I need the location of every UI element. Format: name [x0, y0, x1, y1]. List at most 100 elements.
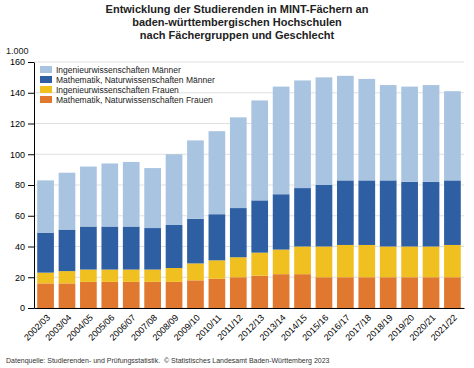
bars	[37, 76, 461, 308]
bar-segment	[230, 277, 247, 308]
bar-segment	[37, 180, 54, 232]
bar-segment	[251, 100, 268, 200]
bar-segment	[123, 227, 140, 270]
bar-segment	[123, 270, 140, 282]
tick-mark	[28, 277, 34, 278]
bar-segment	[166, 282, 183, 308]
bar-series	[37, 245, 461, 283]
y-tick: 40	[15, 242, 34, 252]
bar-segment	[444, 180, 461, 245]
bar-segment	[273, 87, 290, 195]
bar-segment	[209, 131, 226, 214]
bar-segment	[401, 247, 418, 278]
bar-segment	[187, 280, 204, 308]
tick-mark	[28, 154, 34, 155]
bar-segment	[294, 274, 311, 308]
bar-segment	[251, 200, 268, 252]
bar-segment	[80, 270, 97, 282]
legend-swatch	[40, 76, 52, 83]
grid-line	[34, 215, 464, 216]
bar-segment	[144, 282, 161, 308]
bar-segment	[166, 225, 183, 268]
bar-segment	[294, 80, 311, 188]
bar-segment	[337, 76, 354, 181]
y-tick-label: 60	[15, 211, 25, 221]
bar-segment	[316, 247, 333, 278]
grid	[34, 62, 464, 308]
tick-mark	[28, 185, 34, 186]
bar-segment	[294, 247, 311, 275]
tick-mark	[28, 62, 34, 63]
tick-mark	[28, 216, 34, 217]
bar-series	[37, 180, 461, 272]
bar-segment	[358, 79, 375, 180]
legend: Ingenieurwissenschaften Männer Mathematik…	[40, 65, 215, 105]
grid-line	[34, 277, 464, 278]
bar-segment	[80, 227, 97, 270]
bar-segment	[230, 117, 247, 208]
bar-segment	[423, 247, 440, 278]
bar-segment	[209, 279, 226, 308]
bar-segment	[166, 154, 183, 225]
bar-segment	[380, 247, 397, 278]
axis-line	[34, 63, 35, 309]
bar-segment	[401, 277, 418, 308]
bar-segment	[444, 245, 461, 277]
tick-mark	[28, 93, 34, 94]
y-tick: 20	[15, 273, 34, 283]
bar-series	[37, 274, 461, 308]
x-axis: 2002/032003/042004/052005/062006/072007/…	[22, 309, 464, 343]
bar-segment	[144, 270, 161, 282]
bar-series	[37, 76, 461, 233]
tick-mark	[28, 124, 34, 125]
bar-segment	[316, 185, 333, 247]
bar-segment	[230, 257, 247, 277]
y-tick-label: 120	[10, 119, 25, 129]
tick-mark	[28, 308, 34, 309]
bar-segment	[423, 182, 440, 247]
tick-mark	[28, 247, 34, 248]
grid-line	[34, 308, 464, 309]
bar-segment	[37, 233, 54, 273]
title: Entwicklung der Studierenden in MINT-Fäc…	[106, 3, 369, 41]
bar-segment	[337, 245, 354, 277]
legend-item: Ingenieurwissenschaften Männer	[40, 65, 181, 75]
x-tick-label: 2021/22	[429, 312, 459, 342]
bar-segment	[294, 188, 311, 246]
bar-segment	[59, 283, 76, 308]
legend-swatch	[40, 66, 52, 73]
y-axis-label: 1.000	[6, 46, 29, 56]
bar-segment	[123, 282, 140, 308]
bar-segment	[101, 270, 118, 282]
bar-segment	[251, 276, 268, 308]
bar-segment	[358, 245, 375, 277]
bar-segment	[401, 182, 418, 247]
y-tick-label: 20	[15, 273, 25, 283]
bar-segment	[144, 228, 161, 270]
bar-segment	[59, 230, 76, 272]
bar-segment	[187, 219, 204, 264]
legend-label: Ingenieurwissenschaften Frauen	[56, 85, 179, 95]
bar-segment	[444, 277, 461, 308]
axis-line	[35, 308, 465, 309]
grid-line	[34, 246, 464, 247]
y-tick: 100	[10, 150, 34, 160]
bar-segment	[380, 277, 397, 308]
bar-segment	[187, 263, 204, 280]
footnote: Datenquelle: Studierenden- und Prüfungss…	[6, 357, 330, 365]
bar-segment	[80, 282, 97, 308]
bar-segment	[37, 283, 54, 308]
bar-segment	[209, 260, 226, 278]
legend-swatch	[40, 96, 52, 103]
legend-label: Mathematik, Naturwissenschaften Frauen	[56, 95, 213, 105]
chart: Entwicklung der Studierenden in MINT-Fäc…	[0, 0, 474, 368]
bar-segment	[37, 273, 54, 284]
bar-segment	[251, 253, 268, 276]
legend-item: Mathematik, Naturwissenschaften Frauen	[40, 95, 213, 105]
plot: 0204060801001201401602002/032003/042004/…	[10, 57, 465, 342]
bar-segment	[80, 167, 97, 227]
bar-segment	[423, 85, 440, 182]
y-tick-label: 0	[20, 303, 25, 313]
bar-segment	[337, 180, 354, 245]
grid-line	[34, 123, 464, 124]
